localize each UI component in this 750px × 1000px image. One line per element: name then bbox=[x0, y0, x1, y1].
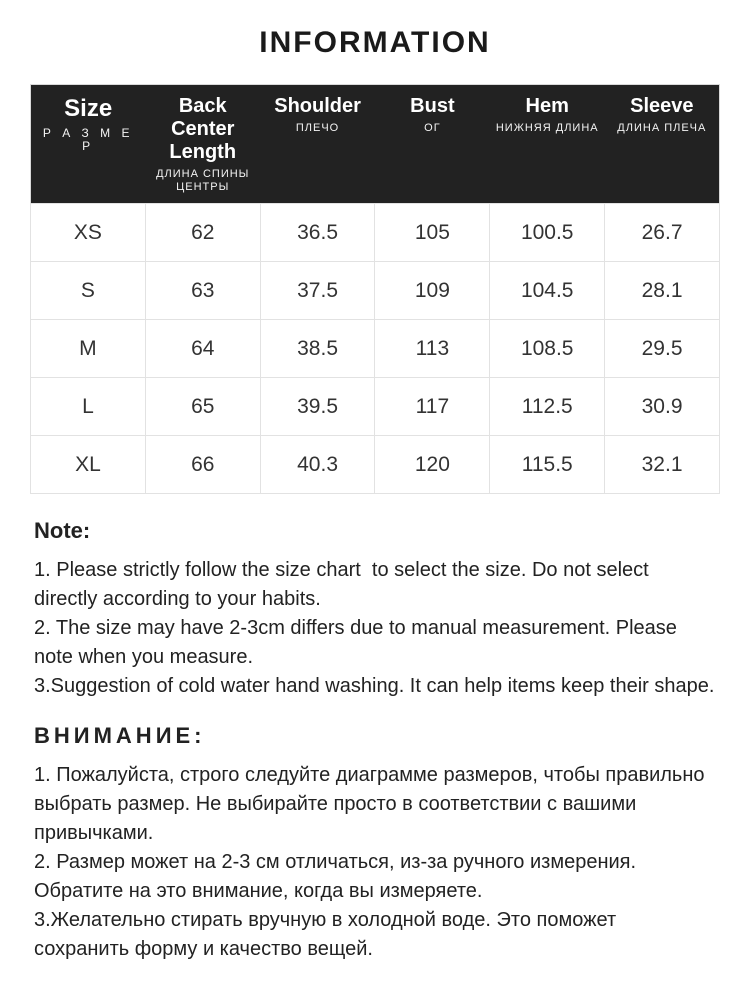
column-label: Bust bbox=[410, 95, 454, 117]
table-row: XS6236.5105100.526.7 bbox=[31, 204, 720, 262]
column-label: Back Center Length bbox=[169, 95, 236, 163]
value-cell: 105 bbox=[375, 204, 490, 262]
value-cell: 32.1 bbox=[605, 436, 720, 494]
table-column-header: Size Р А З М Е Р bbox=[31, 85, 146, 204]
size-cell: XS bbox=[31, 204, 146, 262]
table-column-header: Hem НИЖНЯЯ ДЛИНА bbox=[490, 85, 605, 204]
column-sublabel: ДЛИНА СПИНЫ ЦЕНТРЫ bbox=[149, 168, 256, 193]
value-cell: 37.5 bbox=[260, 262, 375, 320]
value-cell: 40.3 bbox=[260, 436, 375, 494]
size-cell: L bbox=[31, 378, 146, 436]
note-heading-en: Note: bbox=[34, 518, 716, 544]
value-cell: 100.5 bbox=[490, 204, 605, 262]
value-cell: 115.5 bbox=[490, 436, 605, 494]
size-cell: S bbox=[31, 262, 146, 320]
column-label: Shoulder bbox=[274, 95, 361, 117]
column-label: Size bbox=[64, 95, 112, 122]
column-label: Sleeve bbox=[630, 95, 693, 117]
table-row: M6438.5113108.529.5 bbox=[31, 320, 720, 378]
table-row: XL6640.3120115.532.1 bbox=[31, 436, 720, 494]
size-cell: M bbox=[31, 320, 146, 378]
table-column-header: Sleeve ДЛИНА ПЛЕЧА bbox=[605, 85, 720, 204]
table-header: Size Р А З М Е Р Back Center Length ДЛИНА С… bbox=[31, 85, 720, 204]
column-label: Hem bbox=[526, 95, 569, 117]
column-sublabel: Р А З М Е Р bbox=[35, 127, 141, 155]
value-cell: 29.5 bbox=[605, 320, 720, 378]
table-column-header: Shoulder ПЛЕЧО bbox=[260, 85, 375, 204]
value-cell: 109 bbox=[375, 262, 490, 320]
value-cell: 65 bbox=[145, 378, 260, 436]
value-cell: 64 bbox=[145, 320, 260, 378]
value-cell: 113 bbox=[375, 320, 490, 378]
column-sublabel: ОГ bbox=[379, 122, 486, 135]
value-cell: 104.5 bbox=[490, 262, 605, 320]
column-sublabel: ПЛЕЧО bbox=[264, 122, 371, 135]
table-body: XS6236.5105100.526.7S6337.5109104.528.1M… bbox=[31, 204, 720, 494]
table-column-header: Back Center Length ДЛИНА СПИНЫ ЦЕНТРЫ bbox=[145, 85, 260, 204]
value-cell: 120 bbox=[375, 436, 490, 494]
notes-section: Note: 1. Please strictly follow the size… bbox=[30, 518, 720, 964]
value-cell: 66 bbox=[145, 436, 260, 494]
value-cell: 62 bbox=[145, 204, 260, 262]
value-cell: 30.9 bbox=[605, 378, 720, 436]
value-cell: 63 bbox=[145, 262, 260, 320]
value-cell: 117 bbox=[375, 378, 490, 436]
value-cell: 26.7 bbox=[605, 204, 720, 262]
column-sublabel: ДЛИНА ПЛЕЧА bbox=[609, 122, 715, 135]
page-title: INFORMATION bbox=[30, 26, 720, 60]
note-heading-ru: ВНИМАНИЕ: bbox=[34, 723, 716, 749]
value-cell: 36.5 bbox=[260, 204, 375, 262]
table-row: S6337.5109104.528.1 bbox=[31, 262, 720, 320]
value-cell: 108.5 bbox=[490, 320, 605, 378]
table-row: L6539.5117112.530.9 bbox=[31, 378, 720, 436]
size-cell: XL bbox=[31, 436, 146, 494]
note-body-ru: 1. Пожалуйста, строго следуйте диаграмме… bbox=[34, 761, 716, 964]
table-column-header: Bust ОГ bbox=[375, 85, 490, 204]
value-cell: 39.5 bbox=[260, 378, 375, 436]
value-cell: 28.1 bbox=[605, 262, 720, 320]
value-cell: 112.5 bbox=[490, 378, 605, 436]
note-body-en: 1. Please strictly follow the size chart… bbox=[34, 556, 716, 701]
size-chart-table: Size Р А З М Е Р Back Center Length ДЛИНА С… bbox=[30, 84, 720, 494]
column-sublabel: НИЖНЯЯ ДЛИНА bbox=[494, 122, 601, 135]
value-cell: 38.5 bbox=[260, 320, 375, 378]
